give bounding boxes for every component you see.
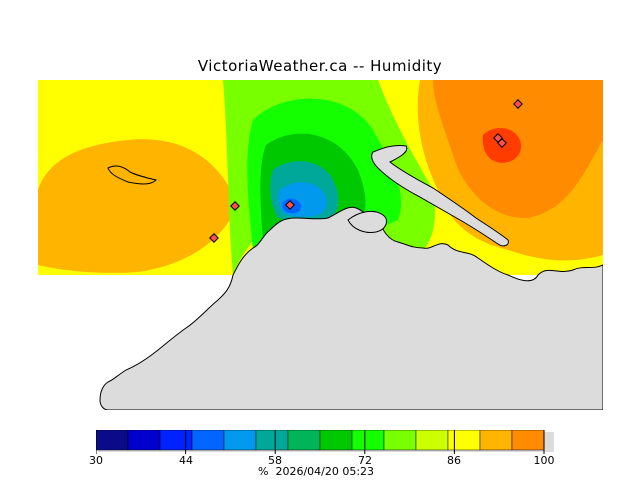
legend-footnote: % 2026/04/20 05:23 — [258, 465, 374, 478]
coast-inlet — [347, 210, 387, 233]
legend-swatch — [447, 430, 481, 451]
humidity-color-legend — [96, 430, 554, 454]
legend-swatches — [96, 430, 545, 454]
legend-swatch — [415, 430, 449, 451]
legend-swatch — [479, 430, 513, 451]
station-marker[interactable] — [513, 99, 523, 109]
legend-swatch — [191, 430, 225, 451]
legend-swatch — [511, 430, 545, 451]
station-marker[interactable] — [209, 233, 219, 243]
legend-tick-label: 44 — [179, 454, 193, 467]
station-marker[interactable] — [497, 138, 507, 148]
legend-tick-label: 30 — [89, 454, 103, 467]
legend-swatch — [127, 430, 161, 451]
legend-swatch — [287, 430, 321, 451]
station-marker[interactable] — [285, 200, 295, 210]
station-markers — [209, 99, 523, 243]
legend-swatch — [159, 430, 193, 451]
legend-swatch — [255, 430, 289, 451]
humidity-map — [38, 80, 603, 410]
contour-west-orange — [38, 139, 238, 273]
legend-tick-label: 100 — [533, 454, 555, 467]
timestamp: 2026/04/20 05:23 — [275, 465, 375, 478]
coastline-peninsula — [371, 145, 509, 247]
legend-unit: % — [258, 465, 269, 478]
legend-swatch — [383, 430, 417, 451]
legend-swatch — [319, 430, 353, 451]
legend-swatch — [223, 430, 257, 451]
land-mass — [99, 206, 603, 410]
legend-swatch — [351, 430, 385, 451]
legend-tick-label: 86 — [447, 454, 461, 467]
island-west — [107, 165, 157, 185]
station-marker[interactable] — [230, 201, 240, 211]
legend-tick-label: 58 — [268, 454, 282, 467]
legend-tick-label: 72 — [358, 454, 372, 467]
map-title: VictoriaWeather.ca -- Humidity — [197, 57, 443, 75]
legend-swatch — [96, 430, 129, 451]
